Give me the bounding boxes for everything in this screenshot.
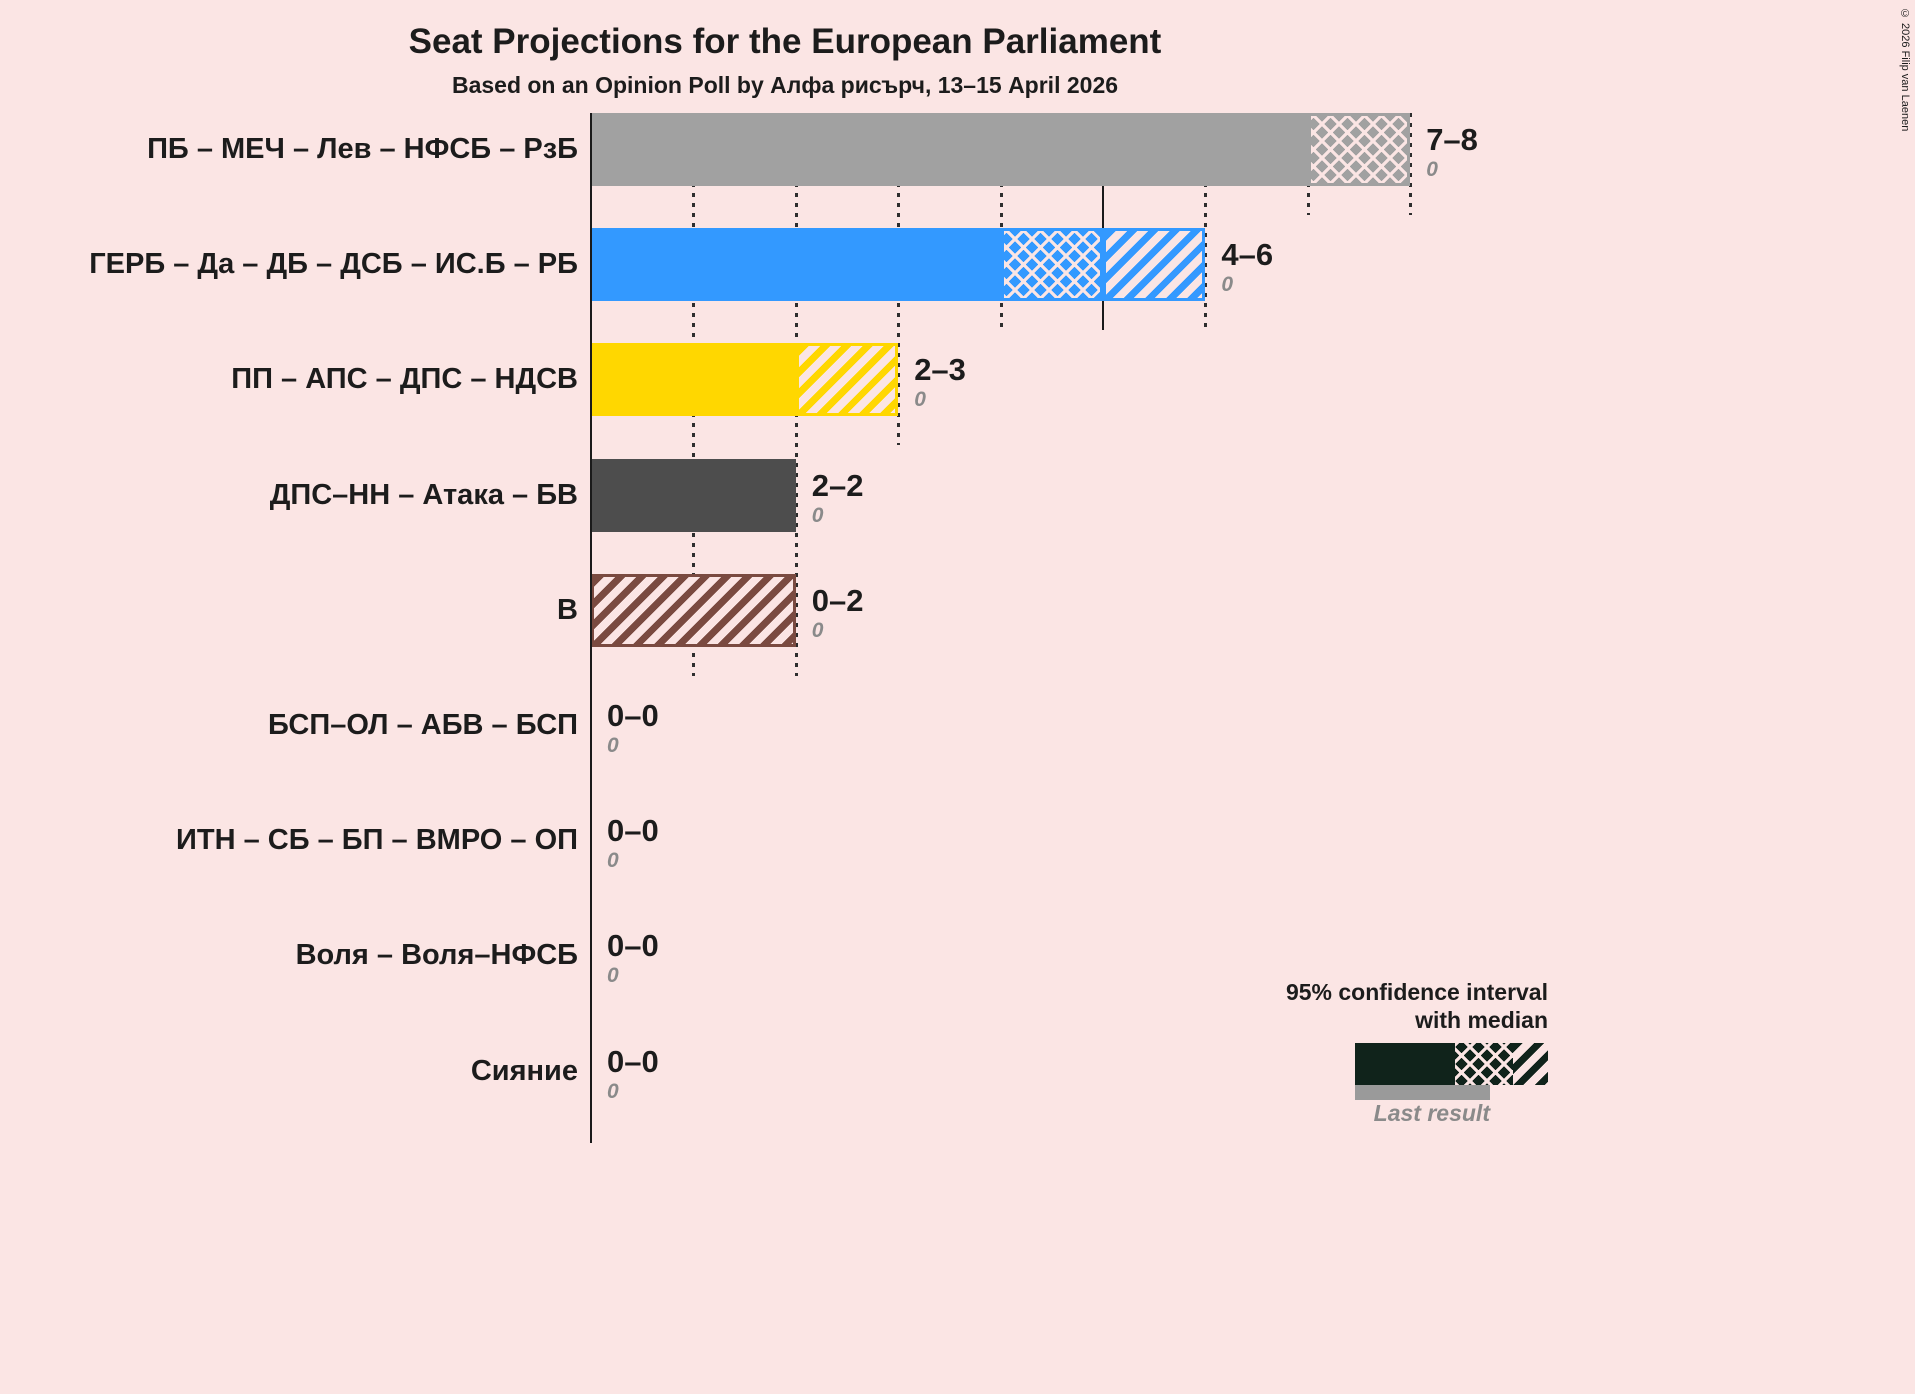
seat-range-label: 2–3: [914, 351, 966, 387]
party-label: ПП – АПС – ДПС – НДСВ: [231, 362, 578, 395]
party-label: Сияние: [470, 1054, 578, 1087]
major-gridline-5: [1102, 113, 1104, 330]
last-result-value: 0: [811, 504, 824, 528]
last-result-value: 0: [914, 388, 926, 412]
gridline-6: [1204, 113, 1208, 330]
seat-range-group: 4–6 0: [1221, 237, 1273, 298]
seat-range-group: 0–0 0: [607, 813, 659, 874]
legend-ci-hatch-segment: [1513, 1043, 1548, 1085]
legend-ci-bar: [1355, 1043, 1548, 1085]
legend-ci-solid-segment: [1355, 1043, 1455, 1085]
bar-ci-lower-solid: [591, 113, 1308, 186]
bar-ci-hatch-to-upper: [1103, 228, 1206, 301]
seat-range-group: 0–0 0: [607, 1044, 659, 1105]
seat-range-label: 4–6: [1221, 236, 1274, 272]
legend-ci-line1: 95% confidence interval: [1285, 979, 1548, 1005]
party-label: ГЕРБ – Да – ДБ – ДСБ – ИС.Б – РБ: [89, 247, 578, 280]
party-label: БСП–ОЛ – АБВ – БСП: [267, 708, 578, 741]
chart-title: Seat Projections for the European Parlia…: [408, 22, 1162, 61]
bar-ci-crosshatch-to-median: [1000, 228, 1103, 301]
bar-ci-lower-solid: [591, 228, 1001, 301]
party-label: Воля – Воля–НФСБ: [295, 938, 578, 971]
seat-range-group: 0–0 0: [607, 928, 659, 989]
bar-ci-crosshatch-to-median: [1307, 113, 1411, 186]
seat-range-label: 0–0: [607, 1043, 659, 1079]
gridline-8: [1409, 113, 1413, 215]
seat-range-label: 0–2: [811, 582, 864, 618]
y-axis-line: [590, 113, 592, 1143]
seat-range-group: 7–8 0: [1426, 122, 1478, 183]
seat-range-label: 2–2: [811, 467, 864, 503]
seat-range-label: 0–0: [607, 812, 659, 848]
bar-ci-lower-solid: [591, 343, 796, 416]
bar-ci-hatch-to-upper: [795, 343, 899, 416]
bar-ci-hatch-to-upper: [591, 574, 796, 647]
bar-ci-lower-solid: [591, 459, 796, 532]
last-result-value: 0: [607, 734, 619, 758]
last-result-value: 0: [1221, 273, 1234, 297]
seat-range-group: 2–2 0: [812, 468, 864, 529]
legend-ci-text: 95% confidence interval with median: [1048, 978, 1548, 1035]
seat-range-label: 0–0: [607, 697, 659, 733]
legend-last-result-bar: [1355, 1085, 1490, 1100]
party-label: ДПС–НН – Атака – БВ: [269, 478, 578, 511]
seat-range-group: 2–3 0: [914, 352, 966, 413]
legend-ci-crosshatch-segment: [1455, 1043, 1513, 1085]
seat-range-group: 0–2 0: [812, 583, 864, 644]
party-label: В: [557, 593, 578, 626]
copyright-note: © 2026 Filip van Laenen: [1899, 8, 1911, 132]
last-result-value: 0: [1426, 158, 1438, 182]
legend-ci-line2: with median: [1415, 1007, 1548, 1034]
party-label: ИТН – СБ – БП – ВМРО – ОП: [176, 823, 578, 856]
last-result-value: 0: [607, 964, 619, 988]
seat-range-label: 0–0: [607, 927, 659, 963]
gridline-4: [999, 113, 1003, 330]
party-label: ПБ – МЕЧ – Лев – НФСБ – РзБ: [147, 132, 578, 165]
last-result-value: 0: [607, 1080, 619, 1104]
legend-last-result-label: Last result: [1373, 1100, 1490, 1126]
last-result-value: 0: [607, 849, 619, 873]
last-result-value: 0: [811, 619, 824, 643]
seat-range-label: 7–8: [1426, 121, 1478, 157]
seat-range-group: 0–0 0: [607, 698, 659, 759]
chart-subtitle: Based on an Opinion Poll by Алфа рисърч,…: [451, 72, 1119, 98]
